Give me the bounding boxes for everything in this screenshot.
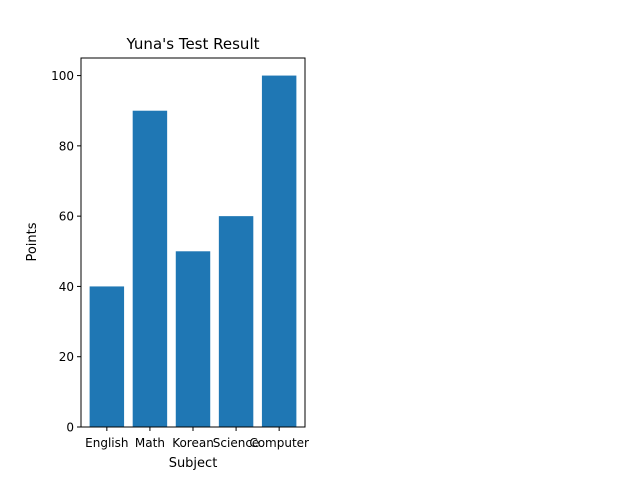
chart-title: Yuna's Test Result [125,35,259,53]
y-tick-label: 100 [51,69,74,83]
y-tick-label: 80 [59,139,74,153]
y-tick-label: 20 [59,350,74,364]
x-axis-label: Subject [169,456,218,471]
x-tick-label: Korean [172,436,214,450]
bar-computer [261,75,297,427]
x-tick-label: Science [213,436,260,450]
y-axis-label: Points [25,222,40,261]
bar-korean [175,251,211,427]
x-tick-label: Math [135,436,165,450]
x-tick-label: Computer [249,436,309,450]
y-tick-label: 40 [59,280,74,294]
bar-science [218,216,254,427]
y-axis-ticks: 0 20 40 60 80 100 [51,69,81,435]
bar-math [132,110,168,428]
bars-group [89,75,297,428]
y-tick-label: 0 [66,421,74,435]
y-tick-label: 60 [59,210,74,224]
plot-frame [80,57,306,428]
bar-english [89,286,125,427]
x-tick-label: English [85,436,128,450]
